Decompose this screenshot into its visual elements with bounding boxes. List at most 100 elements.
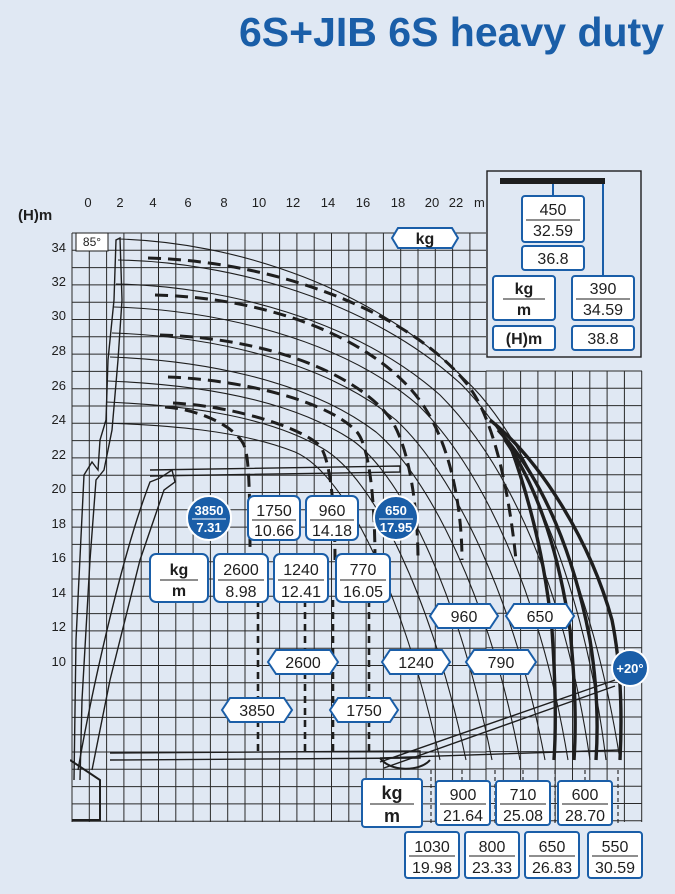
svg-text:2600: 2600 (285, 655, 321, 672)
bottom-box-1030: 1030 19.98 (404, 831, 460, 879)
x-tick-8: 8 (220, 195, 227, 210)
svg-text:2600: 2600 (223, 562, 259, 579)
y-tick-14: 14 (52, 585, 66, 600)
envelope-curve-9 (103, 422, 441, 761)
svg-text:770: 770 (350, 562, 377, 579)
boom-vertical (73, 236, 123, 781)
x-tick-22: 22 (449, 195, 463, 210)
bottom-box-550: 550 30.59 (587, 831, 643, 879)
load-box-5: 2600 8.98 (213, 553, 269, 603)
y-tick-24: 24 (52, 412, 66, 427)
svg-text:790: 790 (488, 655, 515, 672)
svg-text:14.18: 14.18 (312, 523, 352, 540)
svg-text:12.41: 12.41 (281, 584, 321, 601)
hex-label-6: 3850 (220, 697, 294, 723)
load-circle-4: 650 17.95 (373, 495, 419, 541)
x-tick-18: 18 (391, 195, 405, 210)
boom-diagonal (77, 468, 176, 771)
bottom-legend: kg m (361, 778, 423, 828)
hex-label-3: 2600 (266, 649, 340, 675)
x-axis-ticks: 0 2 4 6 8 10 12 14 16 18 20 22 m (84, 195, 484, 210)
load-box-3: 960 14.18 (305, 495, 359, 541)
y-tick-20: 20 (52, 481, 66, 496)
bottom-box-650: 650 26.83 (524, 831, 580, 879)
x-tick-14: 14 (321, 195, 335, 210)
hex-labels: 960 650 2600 1240 790 3850 1750 (220, 603, 576, 723)
svg-text:+20°: +20° (616, 661, 643, 676)
y-tick-34: 34 (52, 240, 66, 255)
load-box-2: 1750 10.66 (247, 495, 301, 541)
x-tick-10: 10 (252, 195, 266, 210)
svg-text:7.31: 7.31 (196, 520, 221, 535)
boom-lowered (379, 679, 621, 769)
bottom-box-800: 800 23.33 (464, 831, 520, 879)
inset-right-box: 390 34.59 (571, 275, 635, 321)
bottom-load-boxes: kg m 900 21.64 710 25.08 600 28.70 1030 … (361, 778, 643, 879)
hex-label-7: 1750 (328, 697, 400, 723)
svg-text:650: 650 (539, 839, 566, 856)
angle-85-tag: 85° (75, 232, 109, 252)
svg-text:650: 650 (527, 609, 554, 626)
hex-label-1: 960 (428, 603, 500, 629)
svg-text:m: m (172, 583, 186, 600)
x-tick-4: 4 (149, 195, 156, 210)
dashed-curve-2 (154, 293, 464, 561)
svg-text:1750: 1750 (256, 503, 292, 520)
svg-text:19.98: 19.98 (412, 860, 452, 877)
chart-title: 6S+JIB 6S heavy duty (239, 9, 664, 55)
svg-text:600: 600 (572, 787, 599, 804)
svg-text:38.8: 38.8 (587, 331, 618, 348)
svg-text:kg: kg (170, 562, 189, 579)
svg-text:kg: kg (416, 231, 435, 248)
svg-text:30.59: 30.59 (595, 860, 635, 877)
svg-text:m: m (384, 806, 400, 826)
envelope-curve-2 (117, 259, 607, 761)
svg-text:34.59: 34.59 (583, 302, 623, 319)
svg-text:21.64: 21.64 (443, 808, 483, 825)
envelope-curve-5 (111, 332, 546, 761)
bottom-box-600: 600 28.70 (557, 780, 613, 826)
svg-text:800: 800 (479, 839, 506, 856)
dashed-curve-4 (167, 375, 377, 561)
inset-legend: kg m (492, 275, 556, 321)
y-tick-32: 32 (52, 274, 66, 289)
heavy-curve-1 (488, 418, 623, 761)
svg-text:550: 550 (602, 839, 629, 856)
svg-text:26.83: 26.83 (532, 860, 572, 877)
svg-text:32.59: 32.59 (533, 223, 573, 240)
svg-text:1240: 1240 (398, 655, 434, 672)
load-box-6: 1240 12.41 (273, 553, 329, 603)
y-tick-18: 18 (52, 516, 66, 531)
x-tick-12: 12 (286, 195, 300, 210)
kg-unit-badge: kg (390, 227, 460, 249)
y-tick-16: 16 (52, 550, 66, 565)
svg-text:10.66: 10.66 (254, 523, 294, 540)
angle-20-badge: +20° (611, 649, 649, 687)
load-box-7: 770 16.05 (335, 553, 391, 603)
kg-m-legend: kg m (149, 553, 209, 603)
svg-text:17.95: 17.95 (380, 520, 413, 535)
envelope-curve-1 (117, 238, 621, 761)
svg-text:kg: kg (381, 783, 402, 803)
svg-text:1240: 1240 (283, 562, 319, 579)
svg-text:8.98: 8.98 (225, 584, 256, 601)
svg-text:1030: 1030 (414, 839, 450, 856)
boom-horizontal-upper (149, 465, 401, 477)
svg-text:960: 960 (451, 609, 478, 626)
bottom-box-710: 710 25.08 (495, 780, 551, 826)
svg-text:23.33: 23.33 (472, 860, 512, 877)
svg-text:25.08: 25.08 (503, 808, 543, 825)
y-tick-26: 26 (52, 378, 66, 393)
load-box-row-1: 3850 7.31 1750 10.66 960 14.18 650 17.95 (186, 495, 419, 541)
x-unit-label: m (474, 195, 485, 210)
hex-label-4: 1240 (380, 649, 452, 675)
bottom-box-900: 900 21.64 (435, 780, 491, 826)
x-tick-6: 6 (184, 195, 191, 210)
x-tick-20: 20 (425, 195, 439, 210)
inset-top-box: 450 32.59 (521, 195, 585, 243)
angle-85-label: 85° (83, 235, 101, 249)
hex-label-2: 650 (504, 603, 576, 629)
y-axis-ticks: 34 32 30 28 26 24 22 20 18 16 14 12 10 (52, 240, 66, 669)
envelope-curve-6 (109, 356, 521, 761)
heavy-curve-4 (508, 444, 558, 761)
